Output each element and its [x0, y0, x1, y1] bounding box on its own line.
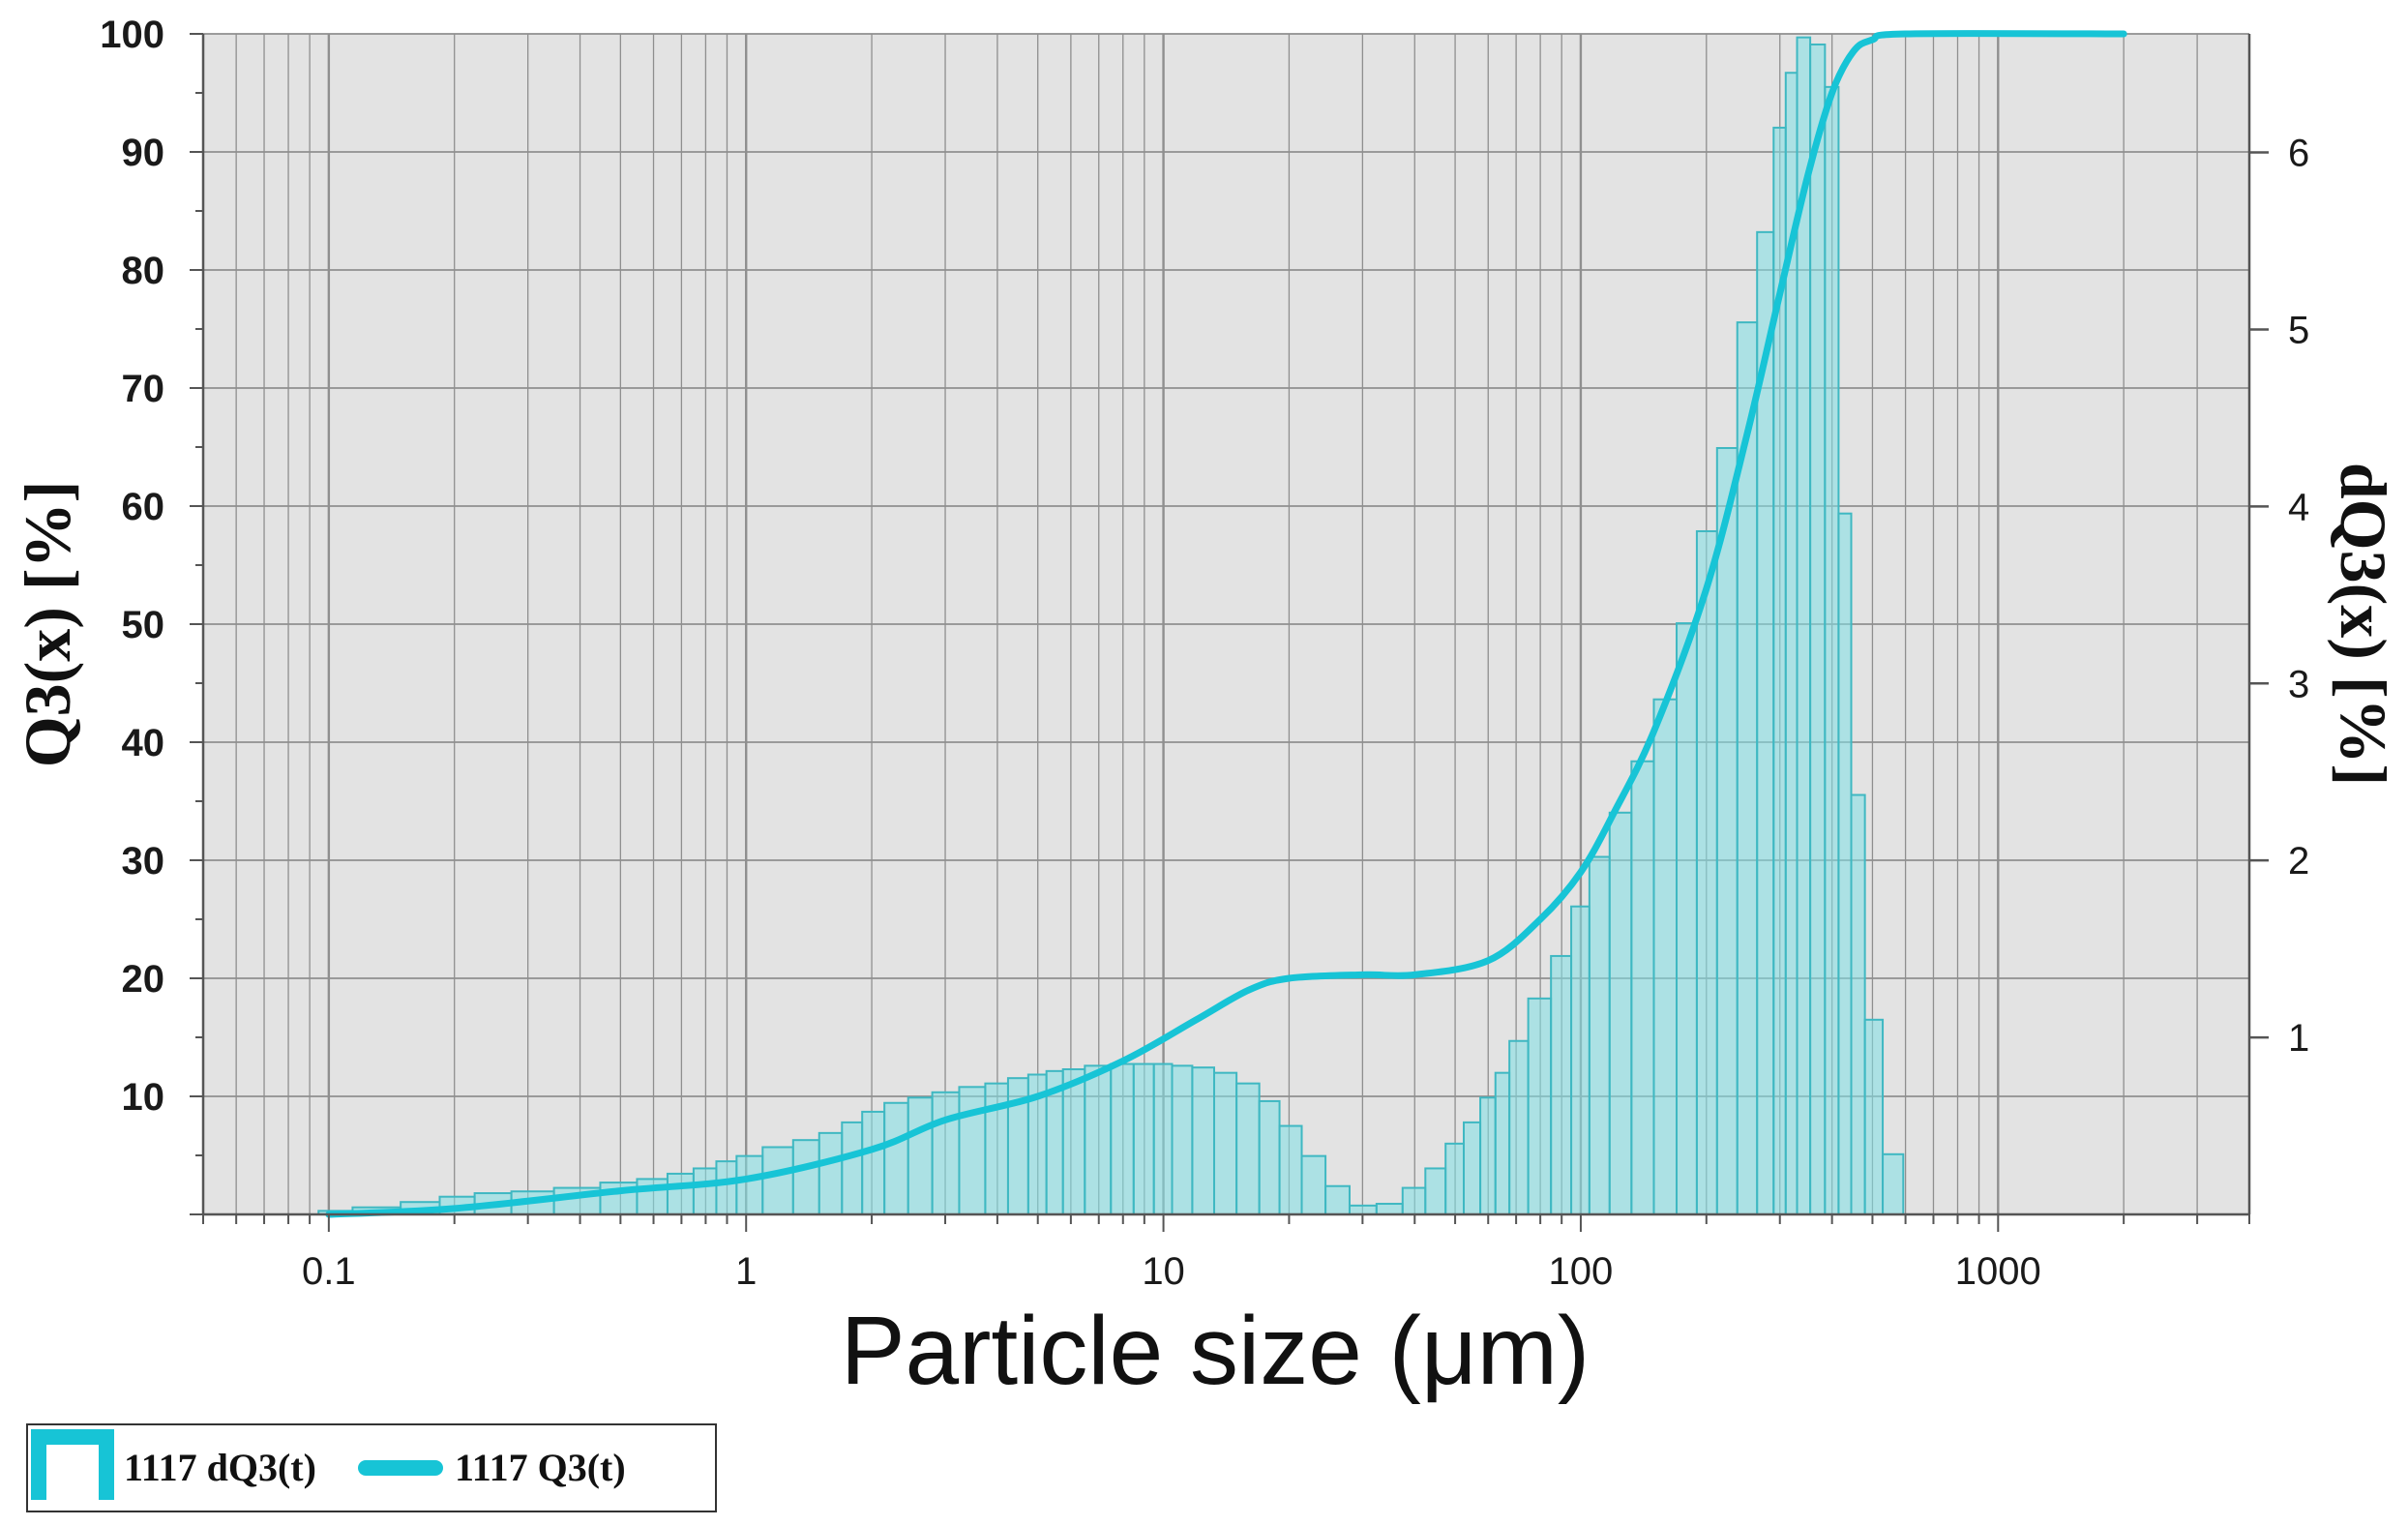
histogram-bar — [1375, 1203, 1404, 1216]
x-tick-label: 10 — [1142, 1250, 1185, 1293]
y-left-tick-label: 80 — [122, 250, 165, 292]
histogram-bar — [818, 1131, 844, 1215]
histogram-bar — [1494, 1071, 1511, 1216]
histogram-bar — [1550, 954, 1573, 1216]
histogram-bar — [1715, 447, 1739, 1216]
histogram-bar — [1527, 997, 1553, 1215]
histogram-bar — [1191, 1066, 1215, 1215]
histogram-bar — [1424, 1167, 1447, 1215]
x-tick-label: 1000 — [1955, 1250, 2041, 1293]
histogram-bar — [1652, 698, 1679, 1215]
histogram-bar — [1084, 1064, 1113, 1215]
histogram-bar — [666, 1172, 695, 1215]
histogram-bar — [1809, 43, 1827, 1216]
histogram-bar — [1608, 811, 1633, 1215]
x-tick-label: 1 — [735, 1250, 757, 1293]
histogram-bar — [1110, 1062, 1135, 1215]
histogram-bar — [791, 1139, 820, 1216]
histogram-bar — [1850, 793, 1866, 1216]
histogram-bar — [1348, 1204, 1378, 1216]
axes — [190, 33, 2269, 1232]
histogram-bar — [1479, 1096, 1497, 1216]
x-axis-label: Particle size (μm) — [841, 1297, 1590, 1405]
y-left-tick-label: 70 — [122, 368, 165, 410]
y-left-tick-label: 100 — [100, 14, 164, 56]
y-left-axis-label: Q3(x) [%] — [11, 481, 84, 767]
histogram-bar — [1863, 1018, 1885, 1216]
legend: 1117 dQ3(t) 1117 Q3(t) — [26, 1423, 717, 1512]
histogram-bar — [1258, 1099, 1281, 1215]
histogram-bar — [1570, 905, 1590, 1215]
y-left-tick-label: 90 — [122, 132, 165, 174]
histogram-bar — [1132, 1062, 1155, 1215]
histogram-bar — [1212, 1071, 1238, 1216]
histogram-bar — [1324, 1184, 1351, 1215]
y-right-tick-label: 2 — [2288, 840, 2309, 883]
histogram-bar — [861, 1110, 886, 1216]
histogram-bar — [1171, 1064, 1194, 1215]
y-right-tick-label: 1 — [2288, 1017, 2309, 1060]
cumulative-q3-line — [325, 30, 2127, 1218]
y-right-tick-label: 4 — [2288, 486, 2309, 528]
y-right-tick-label: 5 — [2288, 309, 2309, 351]
y-right-tick-label: 6 — [2288, 133, 2309, 175]
histogram-bar — [907, 1096, 934, 1216]
y-left-tick-label: 20 — [122, 958, 165, 1001]
histogram-bar — [735, 1154, 764, 1215]
histogram-bar — [1508, 1039, 1530, 1216]
histogram-bar — [1061, 1068, 1086, 1216]
x-tick-label: 0.1 — [302, 1250, 356, 1293]
y-right-axis-label: dQ3(x) [%] — [2327, 463, 2400, 786]
histogram-bar — [1300, 1154, 1327, 1215]
x-tick-label: 100 — [1549, 1250, 1614, 1293]
histogram-bar — [931, 1091, 961, 1215]
y-left-tick-label: 50 — [122, 604, 165, 646]
histogram-bar — [1278, 1124, 1303, 1216]
histogram-bar — [1837, 512, 1853, 1215]
histogram-bar — [692, 1167, 718, 1215]
y-left-tick-label: 60 — [122, 486, 165, 528]
legend-bar-swatch — [31, 1429, 114, 1500]
histogram-bar — [1630, 760, 1655, 1216]
histogram-bar — [1401, 1186, 1427, 1216]
histogram-bar — [1463, 1121, 1482, 1216]
histogram-bar — [1444, 1142, 1466, 1215]
histogram-bar — [841, 1121, 864, 1216]
y-left-tick-label: 10 — [122, 1076, 165, 1119]
y-left-tick-label: 40 — [122, 722, 165, 764]
legend-label-q3: 1117 Q3(t) — [455, 1446, 626, 1489]
y-left-tick-labels: 10 20 30 40 50 60 70 80 90 100 — [100, 14, 164, 1119]
histogram-bar — [1824, 85, 1840, 1216]
histogram-bar — [1695, 529, 1718, 1215]
histogram-bar — [1676, 622, 1698, 1215]
legend-label-dq3: 1117 dQ3(t) — [124, 1446, 316, 1489]
histogram-bar — [761, 1146, 794, 1215]
histogram-bars — [317, 36, 1905, 1216]
histogram-bar — [1235, 1082, 1261, 1216]
x-tick-labels: 0.1 1 10 100 1000 — [302, 1250, 2041, 1293]
y-right-tick-label: 3 — [2288, 663, 2309, 705]
y-right-tick-labels: 1 2 3 4 5 6 — [2288, 133, 2309, 1061]
histogram-bar — [1882, 1152, 1905, 1215]
histogram-bar — [883, 1101, 909, 1215]
histogram-bar — [715, 1160, 738, 1216]
histogram-bar — [1588, 855, 1611, 1215]
histogram-bar — [958, 1086, 987, 1215]
y-left-tick-label: 30 — [122, 840, 165, 883]
cumulative-curve-layer — [325, 30, 2127, 1218]
histogram-bar — [1152, 1062, 1174, 1215]
